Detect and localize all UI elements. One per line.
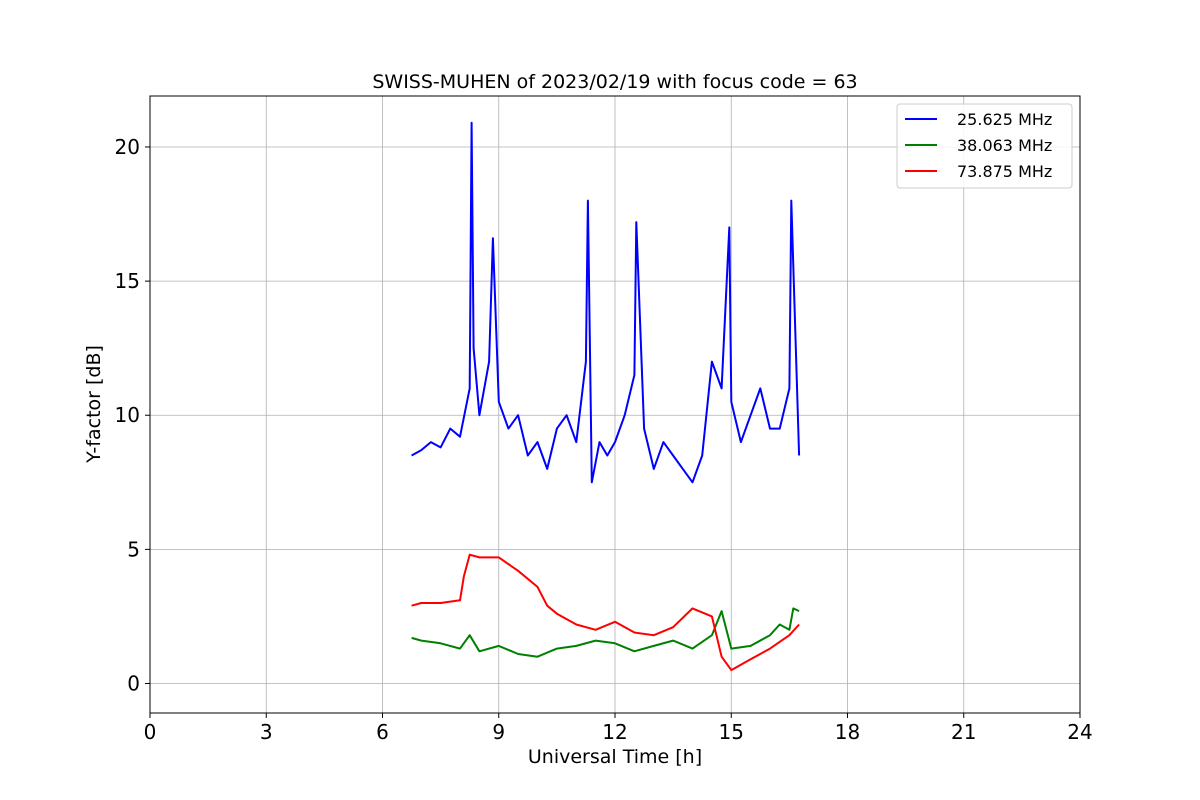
x-tick-label: 9 xyxy=(492,720,505,744)
y-axis-label: Y-factor [dB] xyxy=(83,345,105,464)
x-tick-label: 3 xyxy=(260,720,273,744)
chart-title: SWISS-MUHEN of 2023/02/19 with focus cod… xyxy=(372,71,857,93)
legend-label: 73.875 MHz xyxy=(957,162,1052,181)
y-tick-label: 15 xyxy=(115,269,140,293)
x-tick-label: 12 xyxy=(602,720,627,744)
y-tick-label: 5 xyxy=(127,537,140,561)
x-tick-label: 0 xyxy=(144,720,157,744)
series-line-25-625-mhz xyxy=(411,121,801,484)
y-tick-label: 0 xyxy=(127,671,140,695)
x-tick-label: 21 xyxy=(951,720,976,744)
x-axis-label: Universal Time [h] xyxy=(528,746,702,768)
legend: 25.625 MHz 38.063 MHz 73.875 MHz xyxy=(896,103,1073,189)
y-tick-label: 10 xyxy=(115,403,140,427)
legend-label: 38.063 MHz xyxy=(957,136,1052,155)
x-tick-label: 15 xyxy=(719,720,744,744)
series-line-73-875-mhz xyxy=(411,553,800,672)
x-tick-label: 6 xyxy=(376,720,389,744)
legend-box xyxy=(896,103,1073,189)
series-lines xyxy=(411,121,801,672)
x-tick-label: 18 xyxy=(835,720,860,744)
series-line-38-063-mhz xyxy=(411,607,800,658)
legend-label: 25.625 MHz xyxy=(957,110,1052,129)
x-tick-label: 24 xyxy=(1067,720,1092,744)
y-tick-label: 20 xyxy=(115,135,140,159)
axis-ticks: 0 3 6 9 12 15 18 21 24 0 5 10 15 20 xyxy=(115,135,1093,744)
